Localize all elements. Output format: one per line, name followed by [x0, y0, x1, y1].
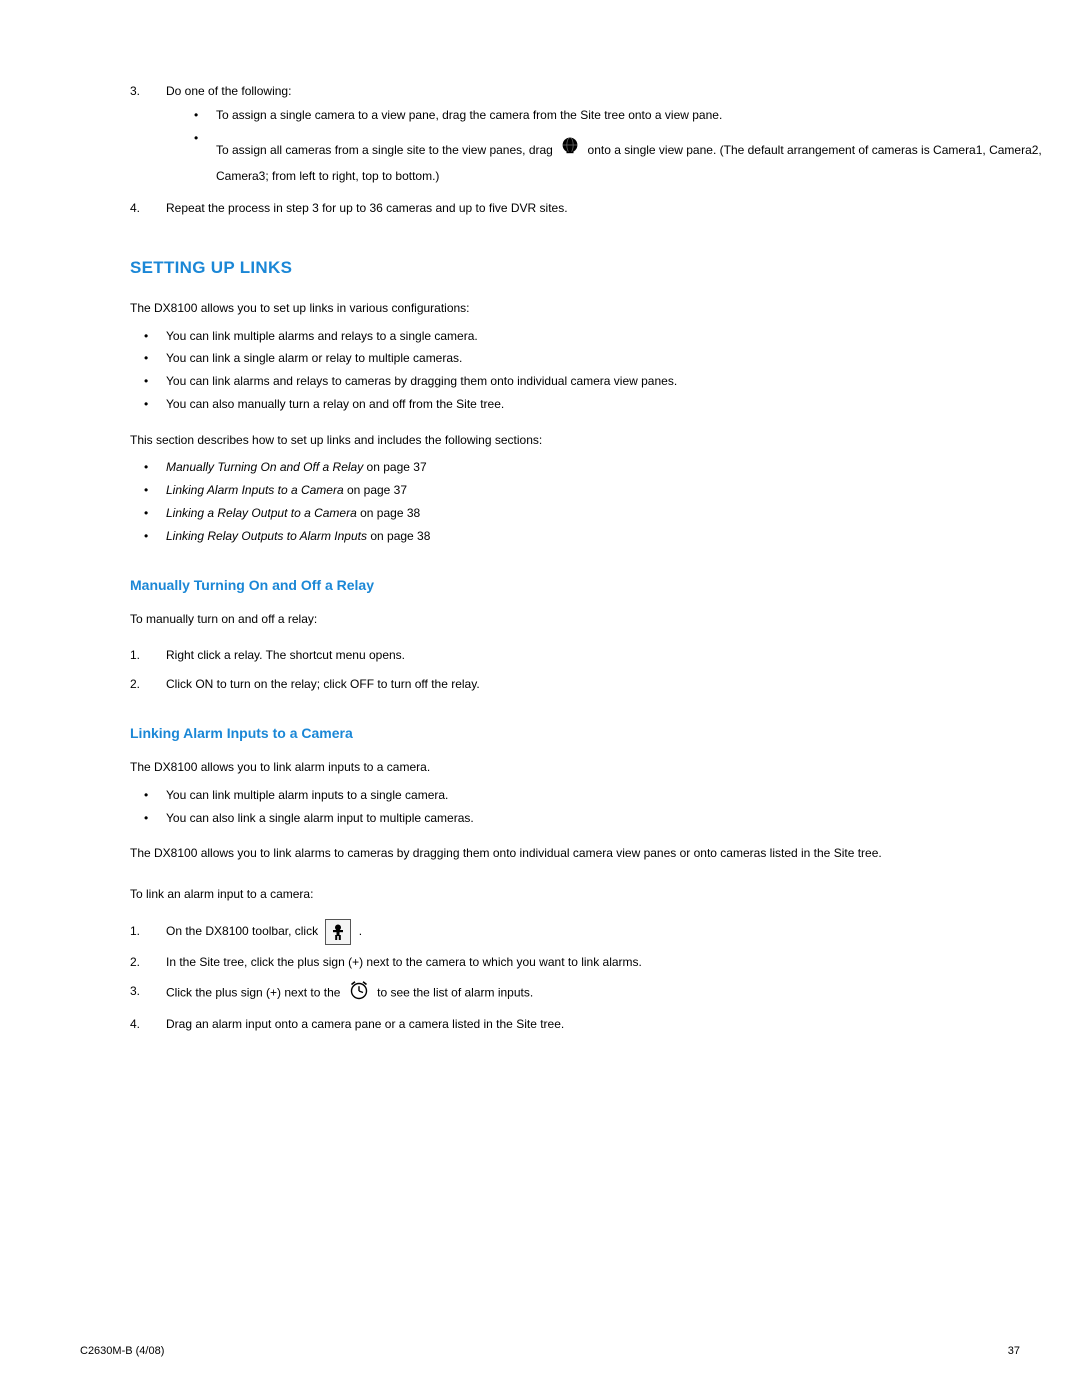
- alarm-steps: 1. On the DX8100 toolbar, click . 2. In t…: [130, 918, 1050, 1035]
- step-number: 4.: [130, 197, 140, 220]
- links-refs: Manually Turning On and Off a Relay on p…: [130, 456, 1050, 547]
- clock-icon: [348, 980, 370, 1007]
- alarm-s4-text: Drag an alarm input onto a camera pane o…: [166, 1017, 564, 1031]
- ref-4-title: Linking Relay Outputs to Alarm Inputs: [166, 529, 367, 543]
- step-number: 4.: [130, 1013, 140, 1036]
- alarm-s4: 4. Drag an alarm input onto a camera pane…: [130, 1013, 1050, 1036]
- alarm-s3-post: to see the list of alarm inputs.: [377, 985, 533, 999]
- links-bullets: You can link multiple alarms and relays …: [130, 325, 1050, 416]
- footer-doc-id: C2630M-B (4/08): [80, 1345, 164, 1357]
- ref-3-page: on page 38: [357, 506, 420, 520]
- subsection-title-alarm: Linking Alarm Inputs to a Camera: [130, 725, 1050, 741]
- relay-s2: 2. Click ON to turn on the relay; click O…: [130, 673, 1050, 696]
- footer-page-number: 37: [1008, 1345, 1020, 1357]
- step-number: 3.: [130, 80, 140, 103]
- alarm-intro: The DX8100 allows you to link alarm inpu…: [130, 757, 1050, 777]
- ref-2-title: Linking Alarm Inputs to a Camera: [166, 483, 344, 497]
- step-3-sublist: To assign a single camera to a view pane…: [194, 103, 1050, 192]
- step-number: 1.: [130, 918, 140, 944]
- step-3-lead: Do one of the following:: [166, 84, 291, 98]
- ref-2: Linking Alarm Inputs to a Camera on page…: [130, 479, 1050, 502]
- person-toolbar-icon: [325, 919, 351, 945]
- ref-4: Linking Relay Outputs to Alarm Inputs on…: [130, 525, 1050, 548]
- alarm-s3-pre: Click the plus sign (+) next to the: [166, 985, 340, 999]
- section-title-setting-up-links: SETTING UP LINKS: [130, 258, 1050, 278]
- alarm-s2: 2. In the Site tree, click the plus sign …: [130, 951, 1050, 974]
- alarm-s1-post: .: [359, 924, 362, 938]
- step-4: 4. Repeat the process in step 3 for up t…: [130, 197, 1050, 220]
- ref-1: Manually Turning On and Off a Relay on p…: [130, 456, 1050, 479]
- ref-2-page: on page 37: [344, 483, 407, 497]
- alarm-b1: You can link multiple alarm inputs to a …: [130, 784, 1050, 807]
- links-b2: You can link a single alarm or relay to …: [130, 347, 1050, 370]
- ref-4-page: on page 38: [367, 529, 430, 543]
- relay-intro: To manually turn on and off a relay:: [130, 609, 1050, 629]
- step-number: 2.: [130, 951, 140, 974]
- links-b1: You can link multiple alarms and relays …: [130, 325, 1050, 348]
- step-3a: To assign a single camera to a view pane…: [194, 103, 1050, 127]
- alarm-para3: To link an alarm input to a camera:: [130, 884, 1050, 904]
- links-intro: The DX8100 allows you to set up links in…: [130, 298, 1050, 318]
- step-3b-pre: To assign all cameras from a single site…: [216, 143, 553, 157]
- alarm-para2: The DX8100 allows you to link alarms to …: [130, 843, 1050, 863]
- page-footer: C2630M-B (4/08) 37: [80, 1345, 1020, 1357]
- relay-steps: 1. Right click a relay. The shortcut menu…: [130, 644, 1050, 696]
- links-b4: You can also manually turn a relay on an…: [130, 393, 1050, 416]
- alarm-s1-pre: On the DX8100 toolbar, click: [166, 924, 318, 938]
- ref-1-page: on page 37: [363, 460, 426, 474]
- alarm-s2-text: In the Site tree, click the plus sign (+…: [166, 955, 642, 969]
- alarm-bullets: You can link multiple alarm inputs to a …: [130, 784, 1050, 830]
- step-3: 3. Do one of the following: To assign a …: [130, 80, 1050, 191]
- ref-3-title: Linking a Relay Output to a Camera: [166, 506, 357, 520]
- alarm-s1: 1. On the DX8100 toolbar, click .: [130, 918, 1050, 945]
- links-b3: You can link alarms and relays to camera…: [130, 370, 1050, 393]
- subsection-title-relay: Manually Turning On and Off a Relay: [130, 577, 1050, 593]
- relay-s2-text: Click ON to turn on the relay; click OFF…: [166, 677, 480, 691]
- globe-icon: [560, 136, 580, 164]
- relay-s1: 1. Right click a relay. The shortcut menu…: [130, 644, 1050, 667]
- step-number: 3.: [130, 980, 140, 1002]
- top-steps-list: 3. Do one of the following: To assign a …: [130, 80, 1050, 220]
- step-number: 2.: [130, 673, 140, 696]
- step-3b: To assign all cameras from a single site…: [194, 127, 1050, 192]
- alarm-b2: You can also link a single alarm input t…: [130, 807, 1050, 830]
- ref-1-title: Manually Turning On and Off a Relay: [166, 460, 363, 474]
- alarm-s3: 3. Click the plus sign (+) next to the t…: [130, 980, 1050, 1007]
- links-para2: This section describes how to set up lin…: [130, 430, 1050, 450]
- step-4-text: Repeat the process in step 3 for up to 3…: [166, 201, 568, 215]
- step-number: 1.: [130, 644, 140, 667]
- relay-s1-text: Right click a relay. The shortcut menu o…: [166, 648, 405, 662]
- ref-3: Linking a Relay Output to a Camera on pa…: [130, 502, 1050, 525]
